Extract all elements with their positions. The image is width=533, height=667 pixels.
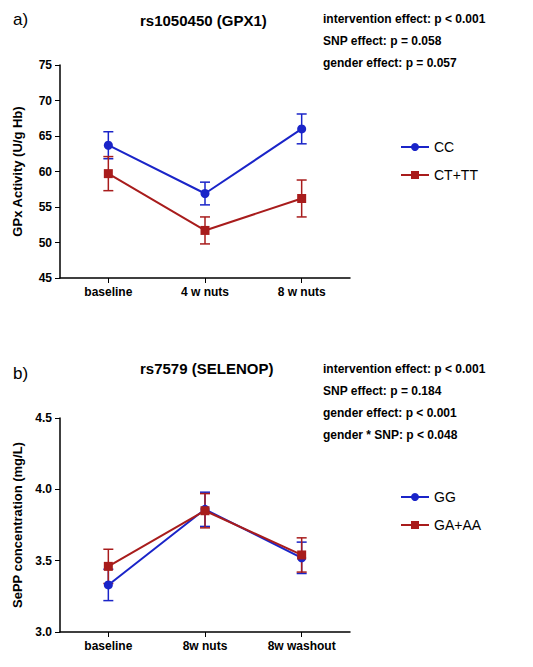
svg-text:70: 70 <box>39 94 53 108</box>
svg-text:p = 0.184: p = 0.184 <box>390 384 441 398</box>
svg-text:baseline: baseline <box>84 285 132 299</box>
svg-text:p = 0.057: p = 0.057 <box>406 56 457 70</box>
svg-text:8w nuts: 8w nuts <box>183 639 228 653</box>
svg-text:gender effect:: gender effect: <box>323 56 406 70</box>
svg-text:SePP concentration (mg/L): SePP concentration (mg/L) <box>10 442 25 608</box>
svg-text:rs7579 (SELENOP): rs7579 (SELENOP) <box>140 360 273 377</box>
svg-text:45: 45 <box>39 271 53 285</box>
svg-text:a): a) <box>13 10 28 29</box>
svg-text:CC: CC <box>434 139 454 155</box>
svg-text:CT+TT: CT+TT <box>434 167 478 183</box>
svg-text:65: 65 <box>39 129 53 143</box>
svg-text:4 w nuts: 4 w nuts <box>181 285 229 299</box>
svg-text:75: 75 <box>39 58 53 72</box>
svg-text:gender * SNP:: gender * SNP: <box>323 428 406 442</box>
svg-text:intervention effect:: intervention effect: <box>323 12 434 26</box>
svg-text:8 w nuts: 8 w nuts <box>278 285 326 299</box>
svg-text:3.0: 3.0 <box>35 625 52 639</box>
svg-text:baseline: baseline <box>84 639 132 653</box>
svg-text:p < 0.001: p < 0.001 <box>406 406 457 420</box>
svg-text:55: 55 <box>39 200 53 214</box>
svg-text:4.0: 4.0 <box>35 482 52 496</box>
svg-text:4.5: 4.5 <box>35 411 52 425</box>
svg-text:SNP effect:: SNP effect: <box>323 34 390 48</box>
svg-text:p < 0.001: p < 0.001 <box>434 362 485 376</box>
svg-text:p = 0.058: p = 0.058 <box>390 34 441 48</box>
svg-text:50: 50 <box>39 236 53 250</box>
svg-text:60: 60 <box>39 165 53 179</box>
svg-text:3.5: 3.5 <box>35 554 52 568</box>
svg-text:p < 0.048: p < 0.048 <box>406 428 457 442</box>
svg-text:GA+AA: GA+AA <box>434 517 482 533</box>
svg-text:gender effect:: gender effect: <box>323 406 406 420</box>
svg-text:rs1050450 (GPX1): rs1050450 (GPX1) <box>140 12 267 29</box>
svg-text:intervention effect:: intervention effect: <box>323 362 434 376</box>
svg-text:SNP effect:: SNP effect: <box>323 384 390 398</box>
svg-text:b): b) <box>13 364 28 383</box>
svg-text:8w washout: 8w washout <box>268 639 336 653</box>
svg-text:p < 0.001: p < 0.001 <box>434 12 485 26</box>
svg-text:GPx Activity (U/g Hb): GPx Activity (U/g Hb) <box>10 106 25 236</box>
svg-text:GG: GG <box>434 489 456 505</box>
